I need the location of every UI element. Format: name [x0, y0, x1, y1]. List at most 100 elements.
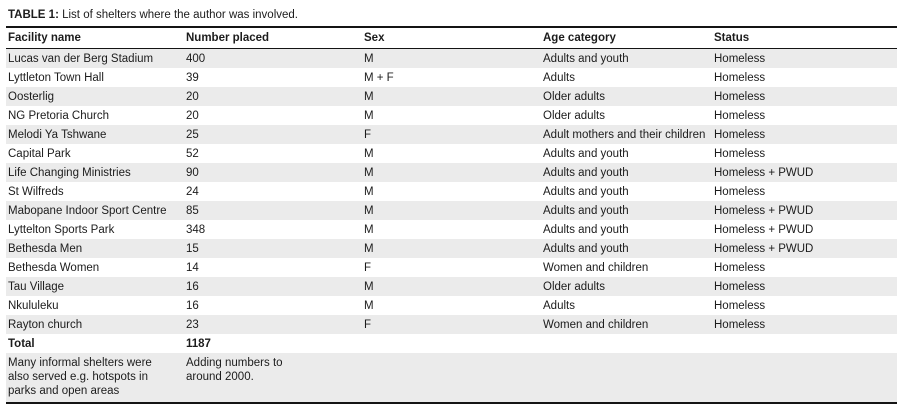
cell-number-placed: 15	[186, 242, 199, 255]
table-row: Lyttleton Town Hall 39 M + F Adults Home…	[6, 68, 897, 87]
cell-facility-name: Life Changing Ministries	[8, 166, 131, 179]
cell-age-category: Adults and youth	[543, 242, 629, 255]
cell-number-placed: 16	[186, 299, 199, 312]
cell-sex: M	[364, 147, 374, 160]
cell-age-category: Adults and youth	[543, 223, 629, 236]
cell-sex: F	[364, 128, 372, 141]
table-row: Rayton church 23 F Women and children Ho…	[6, 315, 897, 334]
cell-age-category: Adults	[543, 71, 575, 84]
cell-sex: M	[364, 204, 374, 217]
note-row: Many informal shelters were also served …	[6, 353, 897, 403]
cell-sex: M	[364, 109, 374, 122]
cell-age-category: Adults and youth	[543, 185, 629, 198]
table-row: Capital Park 52 M Adults and youth Homel…	[6, 144, 897, 163]
cell-number-placed: 348	[186, 223, 206, 236]
cell-sex: M	[364, 242, 374, 255]
cell-status: Homeless	[714, 147, 766, 160]
cell-status: Homeless	[714, 71, 766, 84]
note-empty-cell	[362, 353, 541, 403]
table-row: Oosterlig 20 M Older adults Homeless	[6, 87, 897, 106]
cell-sex: M	[364, 223, 374, 236]
cell-facility-name: Lucas van der Berg Stadium	[8, 52, 154, 65]
cell-sex: F	[364, 318, 372, 331]
note-number-text: Adding numbers to around 2000.	[186, 357, 283, 383]
cell-age-category: Women and children	[543, 318, 649, 331]
cell-age-category: Adults and youth	[543, 52, 629, 65]
column-header-facility-name: Facility name	[6, 27, 184, 49]
cell-status: Homeless	[714, 280, 766, 293]
table-row: Lyttelton Sports Park 348 M Adults and y…	[6, 220, 897, 239]
cell-facility-name: Bethesda Men	[8, 242, 83, 255]
cell-status: Homeless	[714, 318, 766, 331]
cell-number-placed: 85	[186, 204, 199, 217]
cell-age-category: Women and children	[543, 261, 649, 274]
cell-number-placed: 400	[186, 52, 206, 65]
note-empty-cell	[712, 353, 897, 403]
cell-number-placed: 20	[186, 90, 199, 103]
cell-status: Homeless	[714, 109, 766, 122]
cell-status: Homeless + PWUD	[714, 223, 814, 236]
cell-number-placed: 52	[186, 147, 199, 160]
cell-status: Homeless	[714, 52, 766, 65]
cell-number-placed: 20	[186, 109, 199, 122]
table-row: Tau Village 16 M Older adults Homeless	[6, 277, 897, 296]
cell-number-placed: 23	[186, 318, 199, 331]
cell-facility-name: Mabopane Indoor Sport Centre	[8, 204, 167, 217]
cell-number-placed: 39	[186, 71, 199, 84]
total-empty-cell	[541, 334, 712, 353]
total-empty-cell	[362, 334, 541, 353]
total-empty-cell	[712, 334, 897, 353]
table-caption-label: TABLE 1:	[8, 9, 59, 21]
cell-status: Homeless + PWUD	[714, 166, 814, 179]
table-caption: TABLE 1: List of shelters where the auth…	[0, 0, 903, 26]
cell-facility-name: Oosterlig	[8, 90, 55, 103]
cell-status: Homeless	[714, 261, 766, 274]
table-row: Nkululeku 16 M Adults Homeless	[6, 296, 897, 315]
cell-sex: F	[364, 261, 372, 274]
note-facility-text: Many informal shelters were also served …	[8, 357, 152, 397]
cell-facility-name: Capital Park	[8, 147, 71, 160]
cell-number-placed: 24	[186, 185, 199, 198]
cell-facility-name: Melodi Ya Tshwane	[8, 128, 107, 141]
cell-status: Homeless	[714, 128, 766, 141]
cell-age-category: Older adults	[543, 280, 606, 293]
cell-status: Homeless + PWUD	[714, 242, 814, 255]
cell-sex: M	[364, 299, 374, 312]
cell-age-category: Adults	[543, 299, 575, 312]
cell-facility-name: Tau Village	[8, 280, 65, 293]
cell-sex: M	[364, 280, 374, 293]
table-row: Lucas van der Berg Stadium 400 M Adults …	[6, 48, 897, 68]
table-row: Mabopane Indoor Sport Centre 85 M Adults…	[6, 201, 897, 220]
column-header-status: Status	[712, 27, 897, 49]
note-empty-cell	[541, 353, 712, 403]
cell-status: Homeless	[714, 185, 766, 198]
cell-age-category: Adults and youth	[543, 147, 629, 160]
table-row: Bethesda Men 15 M Adults and youth Homel…	[6, 239, 897, 258]
cell-facility-name: Lyttelton Sports Park	[8, 223, 115, 236]
column-header-number-placed: Number placed	[184, 27, 362, 49]
cell-status: Homeless	[714, 299, 766, 312]
table-row: Life Changing Ministries 90 M Adults and…	[6, 163, 897, 182]
cell-sex: M	[364, 185, 374, 198]
cell-number-placed: 14	[186, 261, 199, 274]
cell-status: Homeless	[714, 90, 766, 103]
total-row: Total 1187	[6, 334, 897, 353]
cell-facility-name: Nkululeku	[8, 299, 59, 312]
cell-status: Homeless + PWUD	[714, 204, 814, 217]
column-header-age-category: Age category	[541, 27, 712, 49]
total-label: Total	[8, 337, 35, 350]
cell-sex: M + F	[364, 71, 394, 84]
cell-sex: M	[364, 90, 374, 103]
cell-age-category: Older adults	[543, 109, 606, 122]
cell-facility-name: Bethesda Women	[8, 261, 100, 274]
shelters-table: Facility name Number placed Sex Age cate…	[6, 26, 897, 404]
cell-age-category: Adults and youth	[543, 204, 629, 217]
cell-sex: M	[364, 52, 374, 65]
header-row: Facility name Number placed Sex Age cate…	[6, 27, 897, 49]
table-caption-text: List of shelters where the author was in…	[62, 9, 298, 21]
cell-facility-name: Rayton church	[8, 318, 83, 331]
cell-age-category: Adult mothers and their children	[543, 128, 706, 141]
table-row: Melodi Ya Tshwane 25 F Adult mothers and…	[6, 125, 897, 144]
cell-facility-name: NG Pretoria Church	[8, 109, 109, 122]
